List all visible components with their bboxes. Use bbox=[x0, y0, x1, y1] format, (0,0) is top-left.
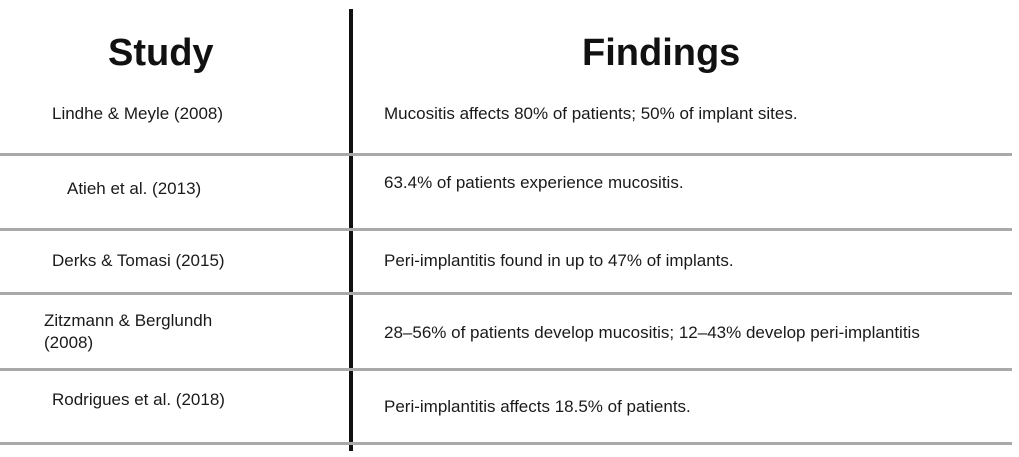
row-5-study: Rodrigues et al. (2018) bbox=[52, 390, 225, 409]
row-divider bbox=[0, 228, 1012, 231]
row-4-study: Zitzmann & Berglundh (2008) bbox=[44, 311, 213, 352]
row-divider bbox=[0, 153, 1012, 156]
header-study: Study bbox=[108, 32, 214, 74]
row-1-study: Lindhe & Meyle (2008) bbox=[52, 104, 224, 123]
row-1-findings: Mucositis affects 80% of patients; 50% o… bbox=[384, 104, 798, 123]
header-findings: Findings bbox=[582, 32, 741, 74]
row-4-findings: 28–56% of patients develop mucositis; 12… bbox=[384, 323, 920, 342]
row-divider bbox=[0, 292, 1012, 295]
row-3-findings: Peri-implantitis found in up to 47% of i… bbox=[384, 251, 734, 270]
row-2-findings: 63.4% of patients experience mucositis. bbox=[384, 173, 684, 192]
row-2-study: Atieh et al. (2013) bbox=[67, 179, 202, 198]
row-3-study: Derks & Tomasi (2015) bbox=[52, 251, 225, 270]
row-divider bbox=[0, 442, 1012, 445]
row-5-findings: Peri-implantitis affects 18.5% of patien… bbox=[384, 397, 691, 416]
row-divider bbox=[0, 368, 1012, 371]
